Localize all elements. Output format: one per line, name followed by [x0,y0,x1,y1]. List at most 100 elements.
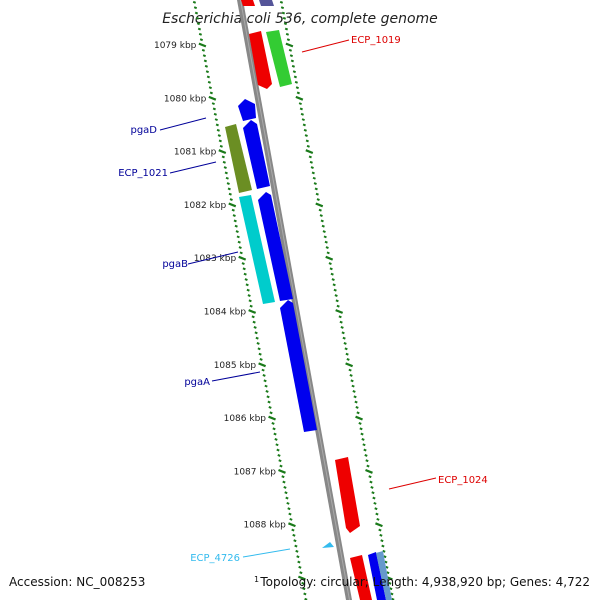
inner-track-minor-tick [216,128,220,132]
gene-label-ecp1019[interactable]: ECP_1019 [351,35,401,46]
inner-track-major-tick [248,309,257,314]
gene-label-ecp4726[interactable]: ECP_4726 [190,553,240,564]
gene-label-pgad[interactable]: pgaD [130,125,157,136]
outer-track-minor-tick [375,512,379,516]
outer-track-minor-tick [309,160,313,164]
outer-track-minor-tick [335,299,339,303]
inner-track-minor-tick [217,134,221,138]
inner-track-minor-tick [301,581,305,585]
gene-arrow-pgaa[interactable] [280,300,317,432]
gene-arrow-bottom-steel[interactable] [376,551,392,600]
tick-labels: 1079 kbp 1080 kbp 1081 kbp 1082 kbp 1083 kbp… [154,41,286,531]
outer-track-minor-tick [382,549,386,553]
leader-ecp4726 [242,548,291,558]
outer-track-minor-tick [283,22,288,26]
inner-track-major-tick [278,468,286,474]
gene-label-ecp1024[interactable]: ECP_1024 [438,475,488,486]
inner-track-minor-tick [286,501,290,505]
outer-track-minor-tick [373,501,377,505]
gene-label-pgab[interactable]: pgaB [162,259,188,270]
outer-track-minor-tick [296,91,300,95]
inner-track-minor-tick [238,246,242,249]
inner-track-minor-tick [269,411,273,415]
tick-label: 1083 kbp [194,254,237,264]
outer-track-minor-tick [302,123,306,127]
outer-track-minor-tick [356,411,360,415]
gene-label-pgaa[interactable]: pgaA [184,377,210,388]
outer-track-minor-tick [331,278,335,281]
gene-leader-lines [159,39,437,558]
gene-arrow-ecp1019-red[interactable] [249,31,272,89]
inner-track-major-tick [288,522,296,528]
outer-track-minor-tick [304,134,308,138]
outer-track-minor-tick [284,27,289,31]
outer-track-minor-tick [333,288,337,292]
map-title: Escherichia coli 536, complete genome [162,11,438,27]
tick-label: 1085 kbp [214,361,257,371]
outer-track-minor-tick [324,240,328,244]
inner-track-major-tick [268,415,276,421]
inner-track-minor-tick [243,272,247,276]
outer-track-minor-tick [364,453,368,457]
inner-track-minor-tick [262,374,266,377]
inner-track-minor-tick [274,437,278,441]
outer-track-minor-tick [282,16,287,20]
inner-track-minor-tick [208,86,212,90]
outer-track-minor-tick [360,432,364,436]
gene-arrow-pgad[interactable] [238,99,256,121]
leader-pgaa [211,371,261,382]
inner-track-minor-tick [287,507,291,511]
outer-track-minor-tick [368,475,372,479]
gene-features [225,0,392,600]
outer-track-minor-tick [386,571,390,575]
inner-track-minor-tick [276,448,280,452]
tick-label: 1079 kbp [154,41,197,51]
gene-arrow-ecp1019-green[interactable] [266,30,292,87]
gene-label-ecp1021[interactable]: ECP_1021 [118,168,168,179]
inner-track-minor-tick [282,480,286,484]
gene-arrow-pgab-blue[interactable] [258,192,293,301]
inner-track-minor-tick [296,555,300,559]
inner-track-major-tick [238,255,247,261]
inner-track-minor-tick [253,326,257,329]
inner-track-major-tick [228,202,237,208]
gene-arrow-ecp4726[interactable] [322,542,334,548]
inner-track-minor-tick [267,400,271,404]
inner-track-minor-tick [207,80,211,84]
gene-arrow-bottom-red[interactable] [350,555,372,600]
gene-arrow-top-navy[interactable] [259,0,274,6]
outer-track-minor-tick [383,555,387,559]
gene-arrow-pgac[interactable] [243,120,270,189]
gene-arrow-top-red[interactable] [241,0,255,6]
outer-track-minor-tick [286,38,291,42]
inner-track-minor-tick [197,27,202,31]
outer-track-major-tick [345,362,354,368]
inner-track-minor-tick [265,390,269,393]
outer-track-minor-tick [350,379,354,383]
outer-track-minor-tick [332,283,336,287]
outer-track-minor-tick [318,208,322,212]
outer-track-minor-tick [329,267,333,271]
outer-track-major-tick [295,95,304,101]
inner-track-minor-tick [213,112,217,116]
inner-track-minor-tick [196,22,201,26]
inner-track-minor-tick [281,475,285,479]
inner-track-minor-tick [209,91,213,95]
outer-track-minor-tick [293,75,297,79]
inner-track-minor-tick [239,251,243,255]
outer-track-minor-tick [369,480,373,484]
outer-track-minor-tick [301,118,305,122]
tick-label: 1086 kbp [224,414,267,424]
gene-arrow-bottom-blue[interactable] [368,552,386,600]
inner-track-minor-tick [244,278,248,281]
gene-arrow-pgab-cyan[interactable] [239,195,275,304]
outer-track-minor-tick [291,64,296,68]
inner-track-minor-tick [212,107,216,111]
inner-track-minor-tick [201,48,206,52]
outer-track-minor-tick [358,422,362,425]
outer-track-minor-tick [379,533,383,537]
gene-arrow-ecp1024[interactable] [335,457,360,533]
inner-track-minor-tick [268,406,272,409]
gene-arrow-ecp1021[interactable] [225,124,252,193]
